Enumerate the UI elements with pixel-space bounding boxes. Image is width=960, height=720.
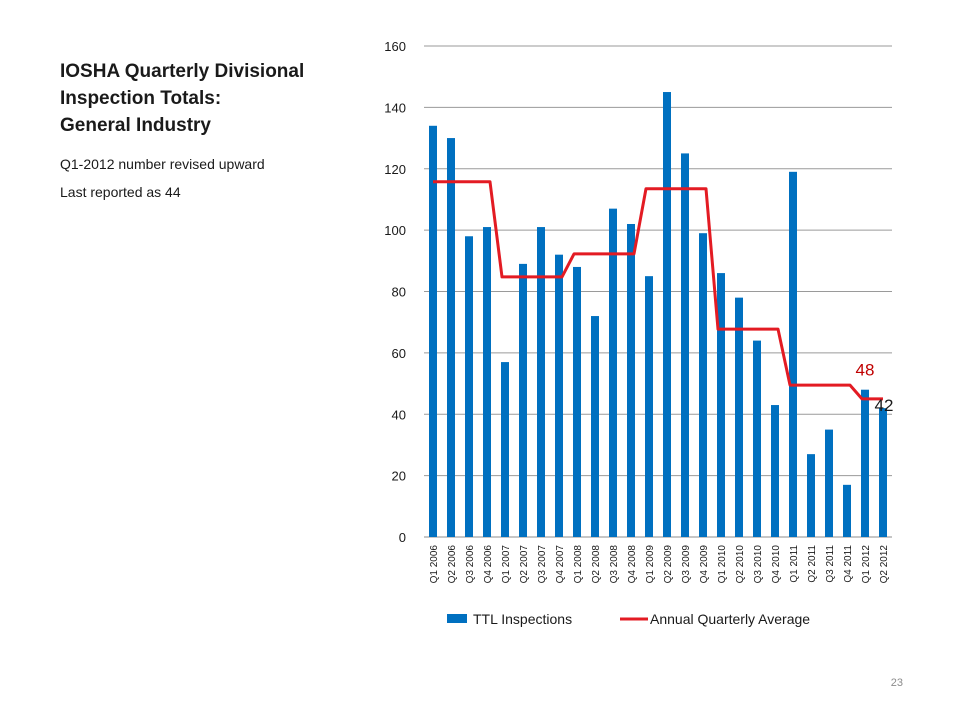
bar	[591, 316, 599, 537]
y-tick-label: 140	[384, 100, 406, 115]
legend-label: TTL Inspections	[473, 611, 572, 627]
x-tick-label: Q2 2007	[519, 545, 530, 584]
title-line: IOSHA Quarterly Divisional	[60, 61, 305, 82]
bar	[555, 254, 563, 538]
title-line: Inspection Totals:	[60, 88, 222, 109]
title-line: General Industry	[60, 115, 211, 136]
x-tick-label: Q2 2010	[735, 545, 746, 584]
y-tick-label: 20	[392, 469, 406, 484]
y-tick-label: 100	[384, 223, 406, 238]
bar	[789, 171, 797, 537]
x-tick-label: Q4 2008	[627, 545, 638, 584]
bar	[483, 227, 491, 537]
x-tick-label: Q4 2009	[699, 545, 710, 584]
legend-swatch-bars	[447, 614, 467, 623]
average-line-series	[433, 180, 883, 401]
x-tick-label: Q1 2009	[645, 545, 656, 584]
bar	[573, 266, 581, 537]
bar	[663, 92, 671, 537]
x-tick-label: Q3 2011	[825, 545, 836, 583]
previous-value-note: Last reported as 44	[60, 184, 181, 200]
slide-title: IOSHA Quarterly Divisional Inspection To…	[60, 58, 360, 139]
y-tick-label: 80	[392, 285, 406, 300]
x-tick-label: Q3 2008	[609, 545, 620, 584]
bar	[537, 227, 545, 537]
x-tick-label: Q1 2006	[429, 545, 440, 584]
bar	[681, 153, 689, 537]
data-label: 42	[875, 396, 894, 415]
bar	[609, 208, 617, 538]
bar	[735, 297, 743, 537]
bar	[843, 484, 851, 537]
x-tick-label: Q3 2006	[465, 545, 476, 584]
data-label: 48	[856, 361, 875, 380]
x-tick-label: Q2 2009	[663, 545, 674, 584]
x-tick-label: Q1 2007	[501, 545, 512, 584]
x-tick-label: Q1 2008	[573, 545, 584, 584]
gridlines	[424, 45, 892, 538]
bar	[771, 405, 779, 537]
bar	[519, 263, 527, 537]
y-tick-label: 60	[392, 346, 406, 361]
revision-note: Q1-2012 number revised upward	[60, 156, 265, 172]
bar	[699, 233, 707, 537]
x-tick-label: Q2 2006	[447, 545, 458, 584]
y-tick-label: 40	[392, 407, 406, 422]
bar	[825, 429, 833, 537]
bar	[645, 276, 653, 537]
bar	[447, 138, 455, 537]
x-tick-label: Q1 2010	[717, 545, 728, 584]
bar	[627, 223, 635, 538]
x-tick-label: Q4 2011	[843, 545, 854, 583]
y-tick-label: 120	[384, 162, 406, 177]
legend-label: Annual Quarterly Average	[650, 611, 810, 627]
bar	[465, 236, 473, 537]
bar	[861, 389, 869, 537]
x-tick-label: Q4 2010	[771, 545, 782, 584]
slide-number: 23	[890, 677, 903, 689]
bar	[429, 125, 437, 537]
bar	[807, 454, 815, 537]
x-tick-label: Q3 2009	[681, 545, 692, 584]
y-tick-label: 160	[384, 39, 406, 54]
x-tick-label: Q1 2012	[861, 545, 872, 584]
legend: TTL Inspections Annual Quarterly Average	[447, 611, 810, 627]
x-tick-label: Q1 2011	[789, 545, 800, 583]
y-axis-ticks: 0 20 40 60 80 100 120 140 160	[384, 39, 406, 545]
bar	[717, 273, 725, 537]
x-tick-label: Q4 2006	[483, 545, 494, 584]
x-tick-label: Q3 2010	[753, 545, 764, 584]
bar-series	[429, 92, 887, 538]
x-axis-ticks: Q1 2006 Q2 2006 Q3 2006 Q4 2006 Q1 2007 Q2 20…	[429, 545, 890, 584]
average-line	[433, 180, 883, 401]
bar	[879, 408, 887, 537]
x-tick-label: Q2 2008	[591, 545, 602, 584]
x-tick-label: Q3 2007	[537, 545, 548, 584]
bar	[501, 362, 509, 537]
y-tick-label: 0	[399, 530, 406, 545]
x-tick-label: Q2 2011	[807, 545, 818, 583]
x-tick-label: Q2 2012	[879, 545, 890, 584]
bar	[753, 340, 761, 537]
x-tick-label: Q4 2007	[555, 545, 566, 584]
